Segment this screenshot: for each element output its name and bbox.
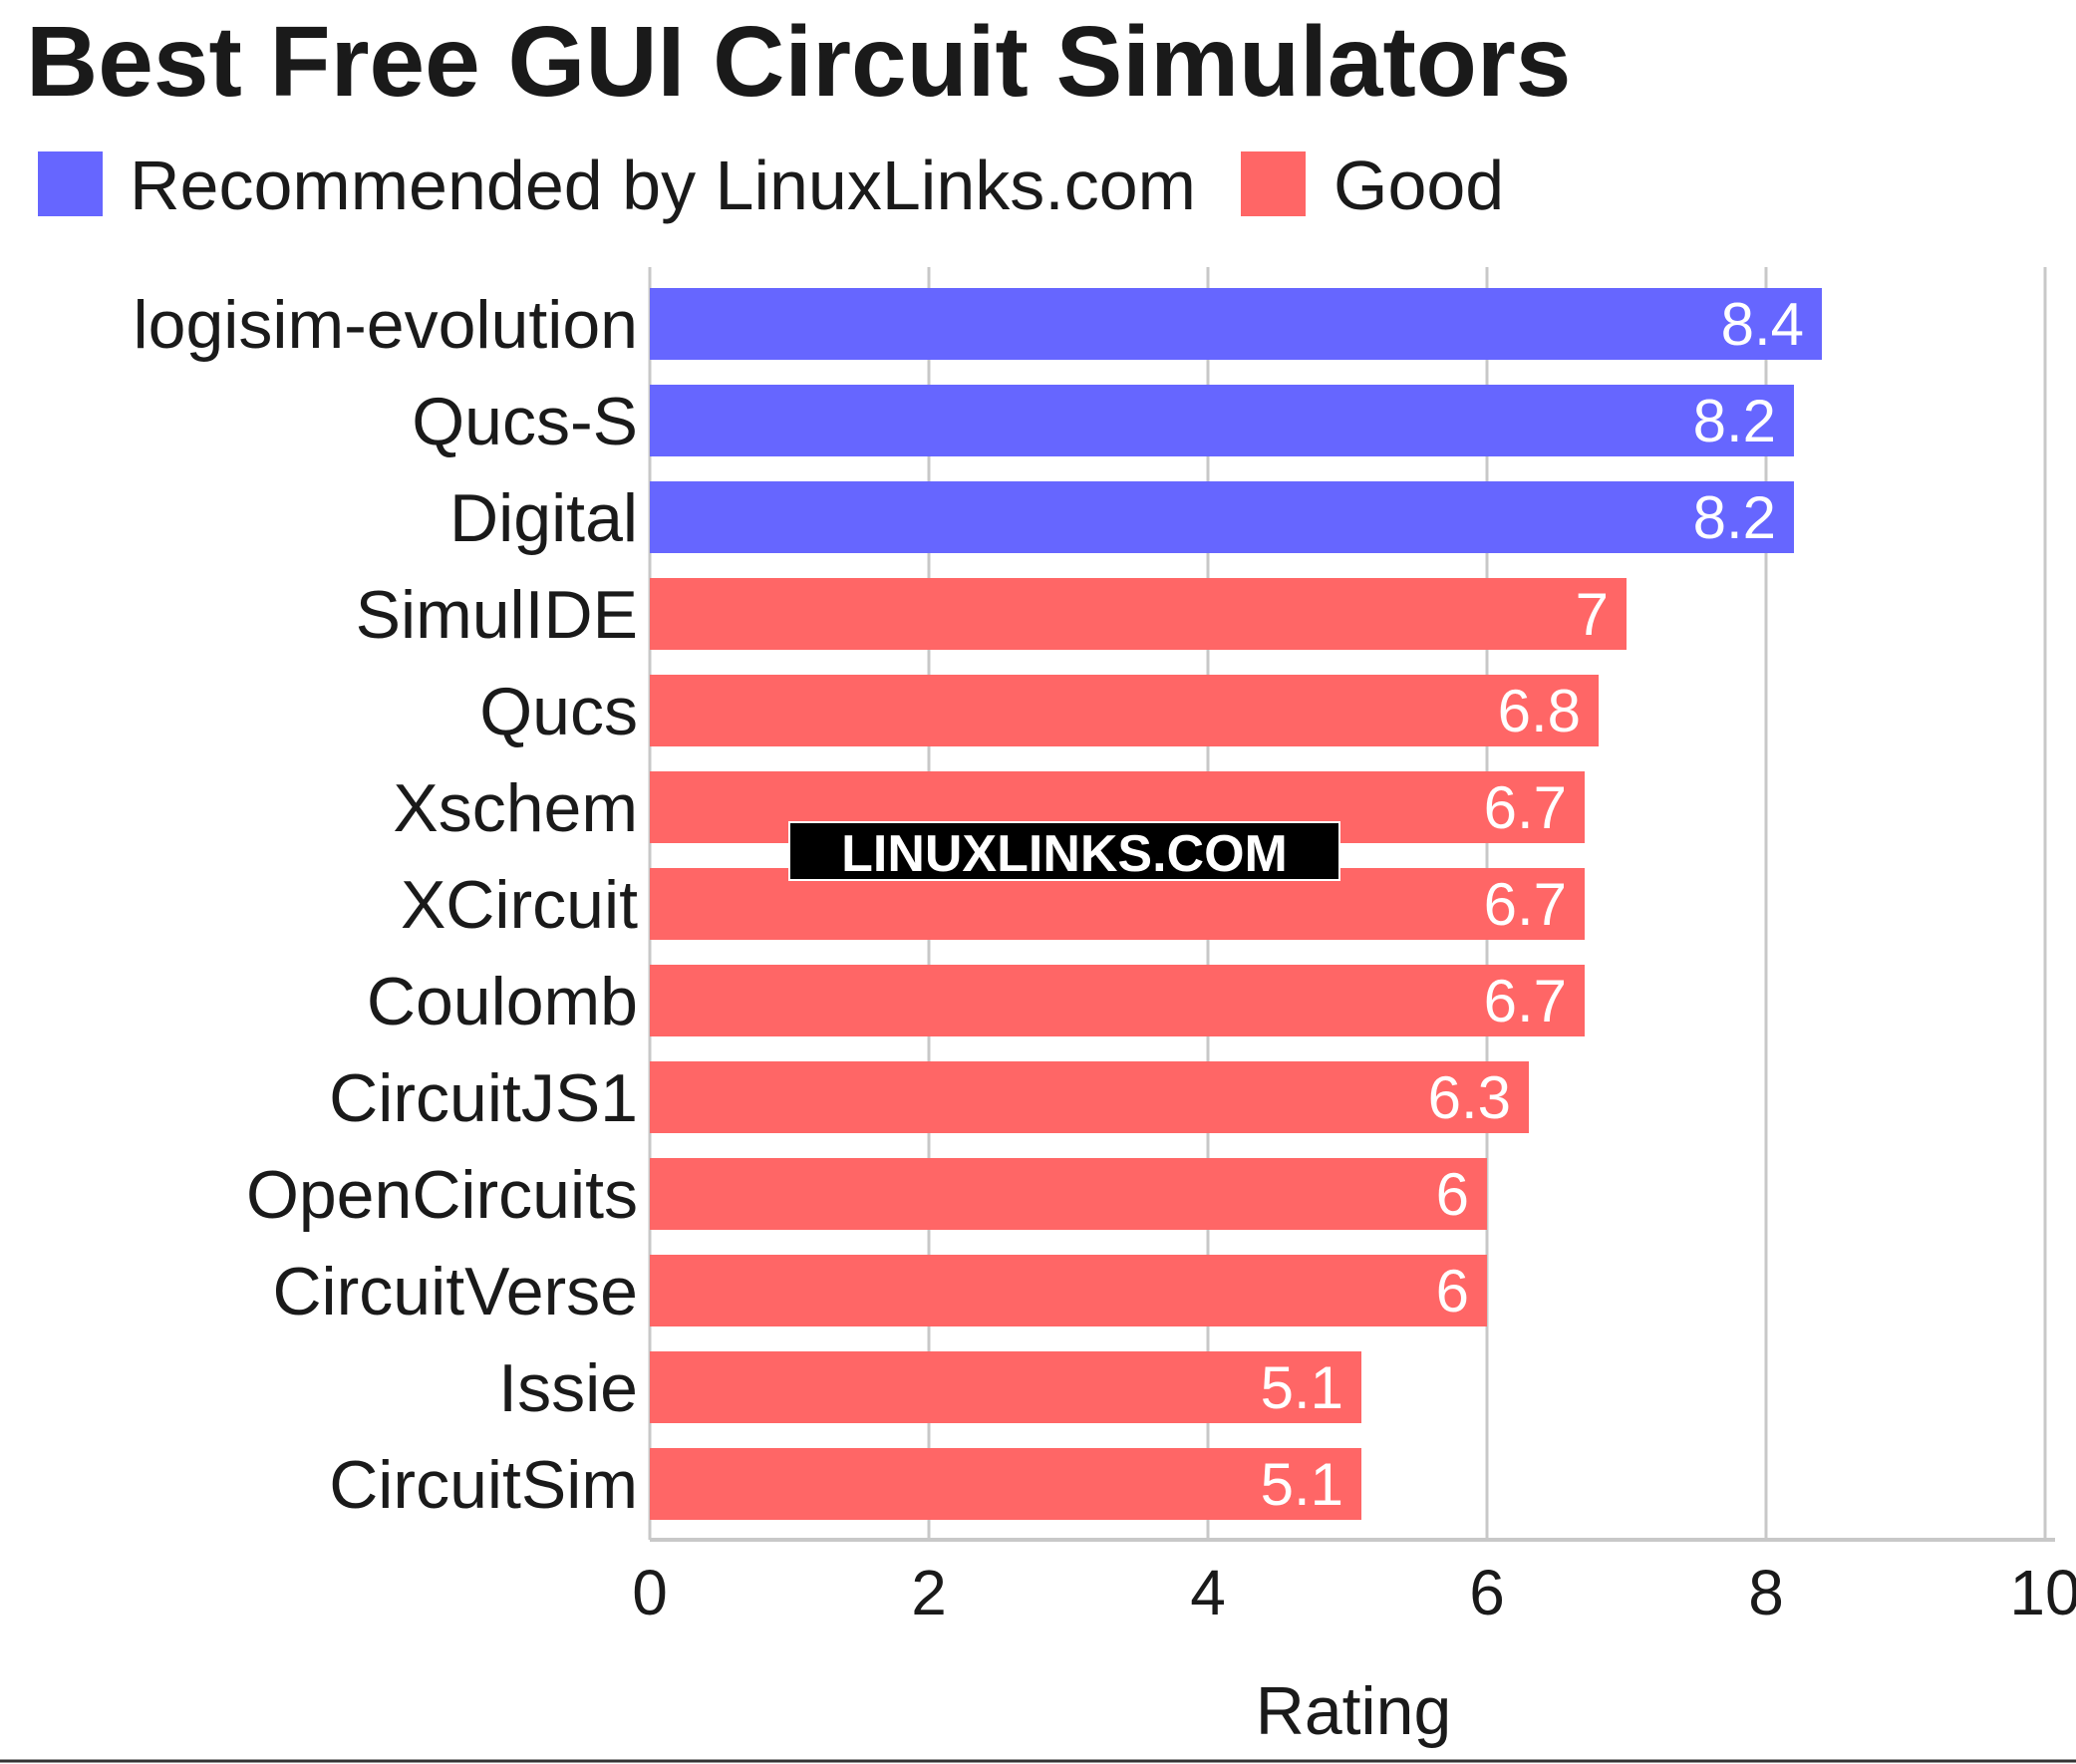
legend-label-recommended: Recommended by LinuxLinks.com	[130, 147, 1196, 224]
watermark-text: LINUXLINKS.COM	[841, 825, 1288, 883]
bar-CircuitVerse	[650, 1255, 1487, 1326]
bar-Qucs-S	[650, 385, 1794, 456]
watermark: LINUXLINKS.COM	[788, 821, 1340, 883]
legend-swatch-recommended	[38, 151, 103, 216]
watermark-background	[788, 821, 1340, 881]
x-tick-label-2: 2	[911, 1557, 947, 1628]
category-labels: logisim-evolution Qucs-S Digital SimulIDE Qu…	[134, 287, 639, 1523]
value-label-SimulIDE: 7	[1576, 581, 1609, 648]
x-axis-ticks: 0 2 4 6 8 10	[632, 1557, 2076, 1628]
bar-CircuitSim	[650, 1448, 1361, 1520]
grid	[648, 267, 2055, 1542]
category-label-SimulIDE: SimulIDE	[356, 577, 638, 653]
category-label-OpenCircuits: OpenCircuits	[246, 1157, 638, 1233]
bar-SimulIDE	[650, 578, 1627, 650]
value-label-Issie: 5.1	[1261, 1354, 1343, 1421]
legend-swatch-good	[1241, 151, 1306, 216]
bar-Issie	[650, 1351, 1361, 1423]
bar-OpenCircuits	[650, 1158, 1487, 1230]
value-label-Digital: 8.2	[1693, 484, 1776, 551]
chart-title: Best Free GUI Circuit Simulators	[26, 6, 1571, 118]
category-label-XCircuit: XCircuit	[401, 867, 638, 943]
bar-logisim-evolution	[650, 288, 1822, 360]
x-tick-label-10: 10	[2009, 1557, 2076, 1628]
category-label-Issie: Issie	[498, 1350, 638, 1426]
value-label-Qucs-S: 8.2	[1693, 388, 1776, 454]
x-axis-title: Rating	[1256, 1673, 1452, 1749]
value-label-CircuitVerse: 6	[1436, 1258, 1469, 1324]
value-label-logisim-evolution: 8.4	[1721, 291, 1804, 358]
value-label-CircuitSim: 5.1	[1261, 1451, 1343, 1518]
category-label-CircuitVerse: CircuitVerse	[272, 1254, 638, 1329]
bar-Qucs	[650, 675, 1599, 746]
bar-CircuitJS1	[650, 1061, 1529, 1133]
x-tick-label-0: 0	[632, 1557, 668, 1628]
value-label-Xschem: 6.7	[1484, 774, 1567, 841]
value-label-Coulomb: 6.7	[1484, 968, 1567, 1034]
value-label-OpenCircuits: 6	[1436, 1161, 1469, 1228]
category-label-CircuitJS1: CircuitJS1	[329, 1060, 638, 1136]
category-label-Coulomb: Coulomb	[367, 964, 638, 1039]
category-label-CircuitSim: CircuitSim	[329, 1447, 638, 1523]
category-label-Xschem: Xschem	[393, 770, 638, 846]
value-label-CircuitJS1: 6.3	[1428, 1064, 1511, 1131]
bars: 8.4 8.2 8.2 7 6.8 6.7 6.7 6.7 6.3 6 6 5.1 5.1	[650, 288, 1822, 1520]
category-label-Qucs-S: Qucs-S	[412, 384, 638, 459]
value-label-Qucs: 6.8	[1498, 678, 1581, 744]
x-tick-label-4: 4	[1190, 1557, 1226, 1628]
value-label-XCircuit: 6.7	[1484, 871, 1567, 938]
bar-Digital	[650, 481, 1794, 553]
x-tick-label-6: 6	[1469, 1557, 1505, 1628]
x-tick-label-8: 8	[1748, 1557, 1784, 1628]
legend-label-good: Good	[1334, 147, 1504, 224]
legend: Recommended by LinuxLinks.com Good	[38, 147, 1504, 224]
category-label-logisim-evolution: logisim-evolution	[134, 287, 638, 363]
category-label-Qucs: Qucs	[479, 674, 638, 749]
category-label-Digital: Digital	[449, 480, 638, 556]
bar-Coulomb	[650, 965, 1585, 1036]
